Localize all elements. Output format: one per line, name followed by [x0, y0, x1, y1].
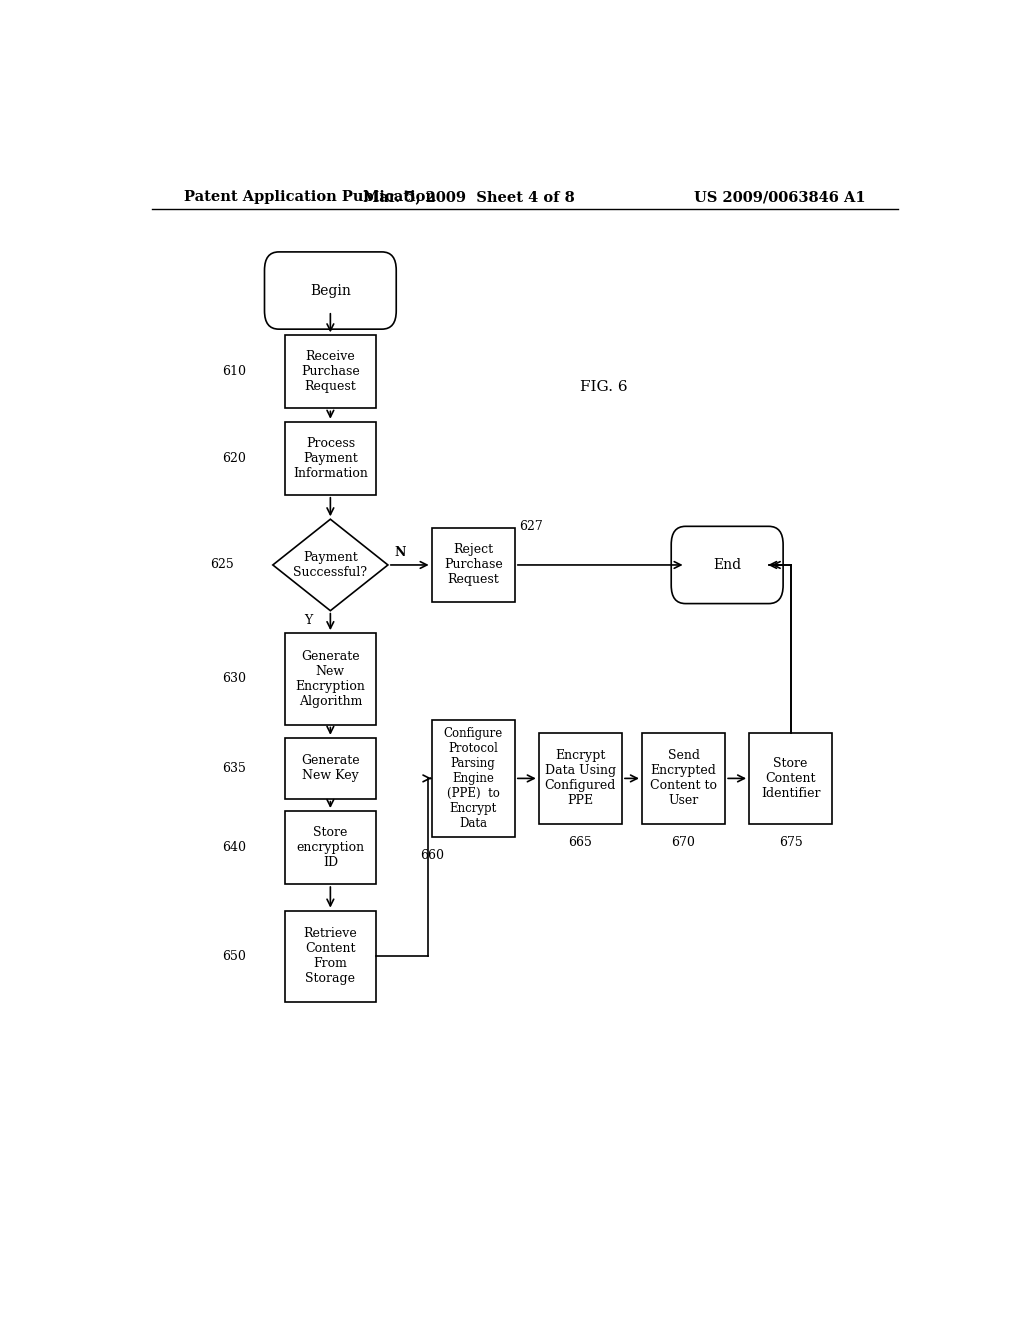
Text: 665: 665: [568, 836, 592, 849]
Text: Mar. 5, 2009  Sheet 4 of 8: Mar. 5, 2009 Sheet 4 of 8: [364, 190, 575, 205]
Text: Reject
Purchase
Request: Reject Purchase Request: [443, 544, 503, 586]
Text: Y: Y: [304, 614, 312, 627]
Bar: [539, 733, 622, 824]
Bar: [642, 733, 725, 824]
Bar: [285, 911, 376, 1002]
Text: 635: 635: [221, 762, 246, 775]
Text: 660: 660: [420, 849, 444, 862]
Text: Store
Content
Identifier: Store Content Identifier: [761, 756, 820, 800]
Text: Store
encryption
ID: Store encryption ID: [296, 826, 365, 869]
Text: US 2009/0063846 A1: US 2009/0063846 A1: [694, 190, 866, 205]
Text: 620: 620: [221, 451, 246, 465]
Polygon shape: [272, 519, 388, 611]
Text: Receive
Purchase
Request: Receive Purchase Request: [301, 350, 359, 393]
Text: Configure
Protocol
Parsing
Engine
(PPE)  to
Encrypt
Data: Configure Protocol Parsing Engine (PPE) …: [443, 727, 503, 830]
Text: Patent Application Publication: Patent Application Publication: [183, 190, 435, 205]
Bar: [285, 634, 376, 725]
Bar: [431, 528, 515, 602]
Text: Generate
New
Encryption
Algorithm: Generate New Encryption Algorithm: [296, 649, 366, 708]
Bar: [431, 719, 515, 837]
Text: Payment
Successful?: Payment Successful?: [293, 550, 368, 579]
Text: 675: 675: [779, 836, 803, 849]
Text: 640: 640: [221, 841, 246, 854]
Text: Encrypt
Data Using
Configured
PPE: Encrypt Data Using Configured PPE: [545, 750, 616, 808]
Bar: [285, 421, 376, 495]
Text: 625: 625: [210, 558, 233, 572]
Text: N: N: [394, 546, 406, 560]
Bar: [285, 810, 376, 884]
Text: 630: 630: [221, 672, 246, 685]
FancyBboxPatch shape: [671, 527, 783, 603]
Text: Process
Payment
Information: Process Payment Information: [293, 437, 368, 479]
Text: Send
Encrypted
Content to
User: Send Encrypted Content to User: [650, 750, 717, 808]
Text: Generate
New Key: Generate New Key: [301, 754, 359, 783]
Text: 650: 650: [221, 950, 246, 962]
Text: End: End: [713, 558, 741, 572]
Text: 610: 610: [221, 366, 246, 379]
Text: Begin: Begin: [310, 284, 351, 297]
Bar: [285, 738, 376, 799]
Bar: [749, 733, 833, 824]
Text: FIG. 6: FIG. 6: [581, 380, 628, 395]
Text: 670: 670: [672, 836, 695, 849]
Bar: [285, 335, 376, 408]
Text: 627: 627: [519, 520, 543, 533]
Text: Retrieve
Content
From
Storage: Retrieve Content From Storage: [303, 927, 357, 985]
FancyBboxPatch shape: [264, 252, 396, 329]
